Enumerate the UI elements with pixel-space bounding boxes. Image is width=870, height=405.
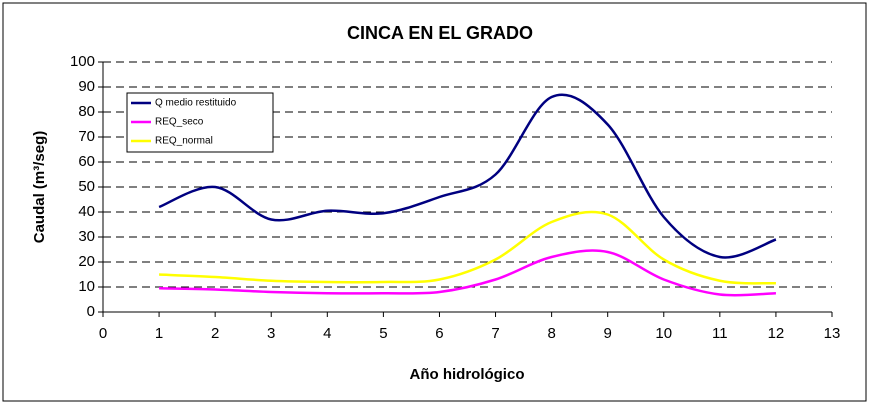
x-tick-label: 8	[547, 325, 555, 342]
chart-title: CINCA EN EL GRADO	[347, 23, 533, 43]
x-tick-label: 10	[655, 325, 672, 342]
x-tick-label: 12	[768, 325, 785, 342]
legend-label: REQ_normal	[155, 136, 213, 147]
y-tick-label: 30	[78, 228, 95, 245]
series-line	[158, 93, 777, 259]
legend-box	[126, 92, 274, 153]
x-tick-label: 3	[267, 325, 275, 342]
y-tick-label: 60	[78, 153, 95, 170]
y-tick-label: 40	[78, 203, 95, 220]
legend-label: REQ_seco	[155, 117, 204, 128]
y-tick-label: 50	[78, 178, 95, 195]
x-tick-label: 6	[435, 325, 443, 342]
y-tick-label: 10	[78, 278, 95, 295]
x-tick-label: 4	[323, 325, 331, 342]
x-tick-label: 7	[491, 325, 499, 342]
x-tick-label: 2	[211, 325, 219, 342]
x-tick-label: 13	[824, 325, 841, 342]
x-tick-label: 11	[712, 325, 728, 342]
x-axis-label: Año hidrológico	[410, 366, 525, 383]
y-tick-label: 20	[78, 253, 95, 270]
y-tick-label: 70	[78, 128, 95, 145]
series-line	[159, 210, 776, 285]
y-axis-label: Caudal (m³/seg)	[31, 131, 48, 244]
series-line	[159, 249, 776, 297]
y-tick-label: 90	[78, 78, 95, 95]
y-tick-label: 0	[87, 303, 95, 320]
x-tick-label: 0	[99, 325, 107, 342]
x-tick-label: 1	[155, 325, 163, 342]
x-tick-label: 5	[379, 325, 387, 342]
legend-label: Q medio restituido	[155, 98, 237, 109]
y-tick-label: 80	[78, 103, 95, 120]
x-tick-label: 9	[604, 325, 612, 342]
y-tick-label: 100	[70, 53, 95, 70]
